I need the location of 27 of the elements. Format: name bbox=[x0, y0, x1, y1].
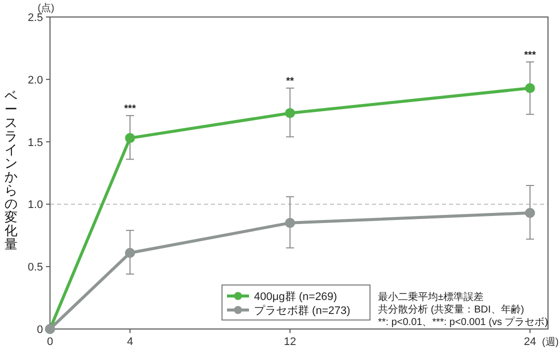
point bbox=[525, 83, 535, 94]
y-tick-label: 2.0 bbox=[28, 74, 43, 86]
y-tick-label: 2.5 bbox=[28, 12, 43, 24]
y-tick-label: 0.5 bbox=[28, 262, 43, 274]
x-tick-label: 4 bbox=[126, 336, 134, 348]
y-tick-label: 0 bbox=[36, 324, 43, 336]
annotation: 最小二乗平均±標準誤差 bbox=[378, 291, 484, 303]
point bbox=[125, 248, 135, 258]
annotation: *** bbox=[124, 104, 136, 115]
x-axis-title: (週) bbox=[542, 337, 559, 348]
legend-label: プラセボ群 (n=273) bbox=[254, 304, 350, 317]
legend-label: 400μg群 (n=269) bbox=[254, 291, 338, 303]
x-tick-label: 12 bbox=[284, 336, 296, 348]
point bbox=[285, 218, 295, 228]
annotation: *** bbox=[524, 50, 536, 61]
x-tick-label: 0 bbox=[46, 336, 54, 348]
point bbox=[285, 108, 295, 118]
point bbox=[125, 133, 135, 144]
x-tick-label: 24 bbox=[524, 336, 536, 348]
text: ベースラインからの変化量 bbox=[4, 88, 18, 252]
annotation: ** bbox=[286, 76, 294, 88]
y-tick-label: 1.0 bbox=[28, 199, 43, 212]
y-tick-label: 1.5 bbox=[28, 136, 43, 149]
annotation: **: p<0.01、***: p<0.001 (vs プラセボ) bbox=[378, 316, 548, 328]
text: (点) bbox=[38, 2, 54, 14]
annotation: 共分散分析 (共変量：BDI、年齢) bbox=[378, 304, 524, 316]
point bbox=[525, 208, 535, 218]
